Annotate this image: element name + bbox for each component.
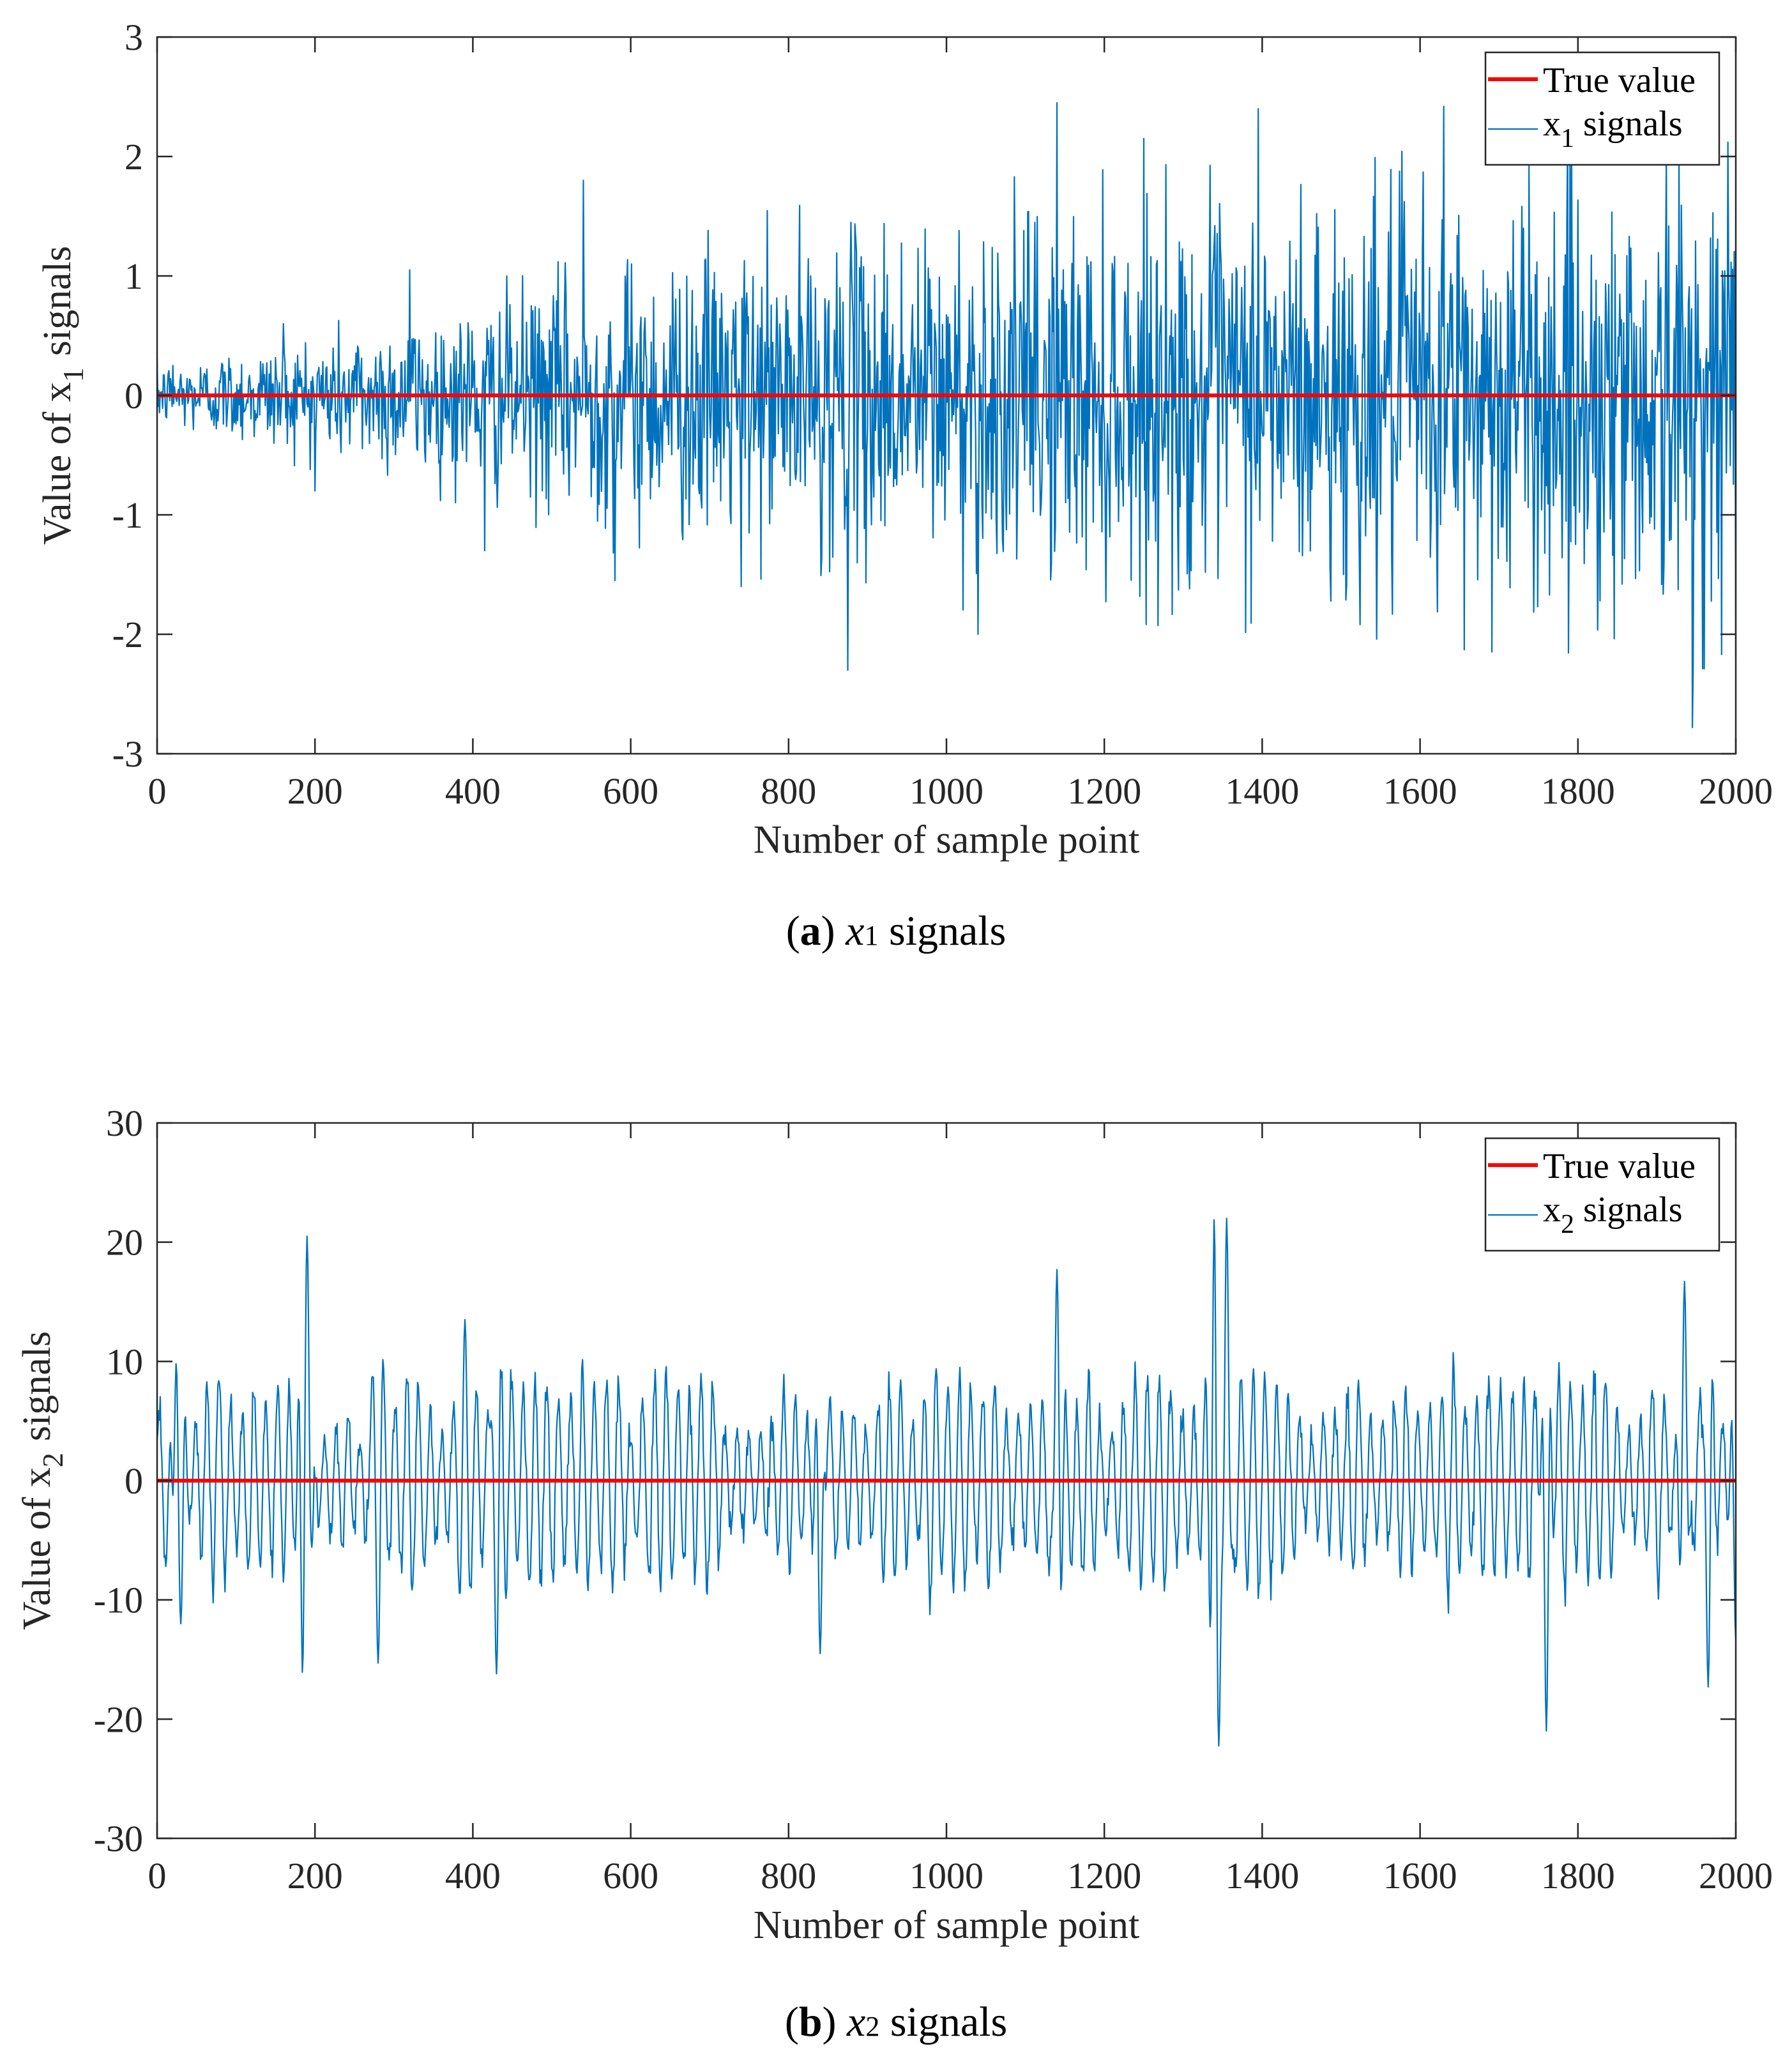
x-tick-label: 1000: [909, 1855, 983, 1896]
y-tick-label: 1: [125, 256, 143, 297]
legend-box: [1484, 51, 1720, 166]
y-tick-label: 3: [125, 17, 143, 58]
x-tick-label: 600: [603, 1855, 658, 1896]
x-tick-label: 200: [287, 770, 343, 812]
series-line-x2-signals: [156, 1217, 1737, 1747]
y-tick-label: 20: [106, 1222, 143, 1263]
x-tick-label: 2000: [1699, 770, 1773, 812]
x-tick-label: 1600: [1383, 1855, 1457, 1896]
axis-ticks: [156, 1122, 1737, 1840]
y-tick-labels: 3 2 1 0 -1 -2 -3: [112, 17, 143, 775]
x-tick-label: 600: [603, 770, 658, 812]
y-tick-label: -30: [94, 1818, 143, 1859]
y-axis-label-prefix: Value of x: [36, 382, 79, 545]
y-axis-label-suffix: signals: [15, 1331, 59, 1441]
x-tick-label: 400: [445, 770, 501, 812]
x-tick-label: 1400: [1225, 770, 1299, 812]
x-tick-label: 1400: [1225, 1855, 1299, 1896]
x-tick-label: 1800: [1541, 1855, 1615, 1896]
y-tick-label: -2: [112, 614, 143, 655]
y-axis-label-subscript: 2: [36, 1453, 69, 1467]
y-tick-label: -10: [94, 1580, 143, 1621]
x-tick-label: 400: [445, 1855, 501, 1896]
legend-label-x1-signals: x1 signals: [1543, 104, 1683, 153]
y-tick-label: -1: [112, 494, 143, 536]
caption-b: (b) x2 signals: [784, 1999, 1008, 2045]
legend-box: [1484, 1137, 1720, 1252]
chart-x2-signals: 30 20 10 0 -10 -20 -30 0 200 400 600 800 1000 1200 14…: [15, 1102, 1773, 1947]
x-tick-label: 2000: [1699, 1855, 1773, 1896]
x-tick-label: 0: [148, 770, 167, 812]
caption-a: (a) x1 signals: [786, 908, 1006, 954]
series-line-x1-signals: [156, 102, 1737, 728]
x-axis-label: Number of sample point: [754, 1904, 1139, 1947]
y-tick-labels: 30 20 10 0 -10 -20 -30: [94, 1102, 143, 1859]
y-tick-label: 10: [106, 1341, 143, 1382]
x-tick-label: 200: [287, 1855, 343, 1896]
y-axis-label-subscript: 1: [57, 367, 89, 382]
x-tick-labels: 0 200 400 600 800 1000 1200 1400 1600 1800 2000: [148, 1855, 1773, 1896]
x-tick-label: 800: [761, 1855, 816, 1896]
y-tick-label: 0: [125, 1460, 143, 1502]
y-tick-label: 0: [125, 375, 143, 416]
chart-x1-signals: 3 2 1 0 -1 -2 -3 0 200 400 600 800 1000 1200 1400 1600…: [36, 17, 1773, 862]
legend-label-true-value: True value: [1543, 61, 1696, 100]
series-layer: [156, 102, 1737, 728]
x-tick-label: 0: [148, 1855, 167, 1896]
x-tick-label: 1200: [1067, 770, 1141, 812]
series-layer: [156, 1217, 1737, 1747]
x-tick-label: 1600: [1383, 770, 1457, 812]
axis-ticks: [156, 36, 1737, 755]
legend: True value x1 signals: [1484, 51, 1720, 166]
legend-label-x2-signals: x2 signals: [1543, 1190, 1683, 1239]
x-tick-label: 1000: [909, 770, 983, 812]
x-tick-label: 1800: [1541, 770, 1615, 812]
legend-label-true-value: True value: [1543, 1147, 1696, 1186]
x-axis-label: Number of sample point: [754, 818, 1139, 862]
legend: True value x2 signals: [1484, 1137, 1720, 1252]
x-tick-label: 1200: [1067, 1855, 1141, 1896]
y-axis-label: Value of x2 signals: [15, 1331, 69, 1630]
y-axis-label: Value of x1 signals: [36, 246, 89, 545]
y-tick-label: -20: [94, 1698, 143, 1740]
y-tick-label: -3: [112, 733, 143, 775]
y-axis-label-suffix: signals: [36, 246, 79, 356]
y-tick-label: 2: [125, 136, 143, 178]
y-axis-label-prefix: Value of x: [15, 1467, 59, 1630]
x-tick-label: 800: [761, 770, 816, 812]
x-tick-labels: 0 200 400 600 800 1000 1200 1400 1600 1800 2000: [148, 770, 1773, 812]
y-tick-label: 30: [106, 1102, 143, 1144]
